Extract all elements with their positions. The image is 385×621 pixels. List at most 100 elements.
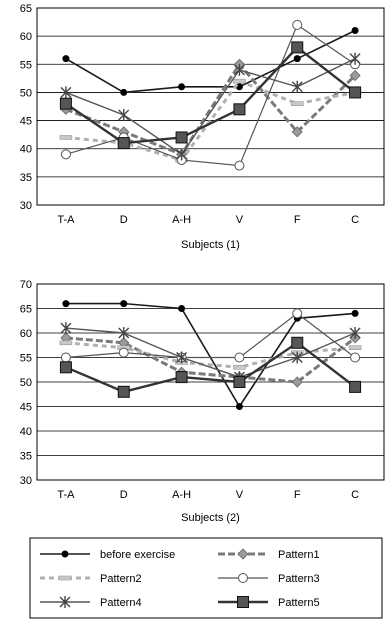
y-tick-label: 65: [20, 304, 32, 316]
data-point: [348, 345, 362, 350]
series-line: [65, 79, 356, 162]
data-point: [233, 365, 246, 370]
data-point: [234, 160, 245, 171]
series-0: [62, 300, 359, 410]
x-tick-label: A-H: [172, 214, 191, 226]
legend-label: before exercise: [100, 549, 175, 561]
data-point: [291, 351, 303, 364]
data-point: [349, 69, 361, 82]
data-point: [291, 80, 303, 93]
x-axis-label: Subjects (1): [181, 239, 240, 251]
y-tick-label: 30: [20, 200, 32, 212]
y-tick-label: 35: [20, 451, 32, 463]
series-4: [60, 52, 361, 161]
data-point: [178, 83, 186, 91]
series-line: [65, 341, 356, 394]
y-tick-label: 40: [20, 144, 32, 156]
data-point: [233, 103, 246, 116]
x-tick-label: A-H: [172, 489, 191, 501]
y-tick-label: 55: [20, 59, 32, 71]
legend-entry: Pattern5: [218, 596, 320, 609]
legend: before exercise Pattern1 Pattern2 Pattern3 P…: [29, 537, 383, 619]
x-tick-label: C: [351, 214, 359, 226]
series-line: [65, 336, 356, 384]
data-point: [59, 135, 73, 140]
data-point: [350, 352, 361, 363]
legend-entry: before exercise: [40, 549, 175, 561]
data-point: [60, 86, 72, 99]
x-tick-label: V: [236, 214, 244, 226]
y-tick-label: 50: [20, 377, 32, 389]
data-point: [351, 309, 359, 317]
data-point: [349, 380, 362, 393]
x-tick-label: C: [351, 489, 359, 501]
series-5: [59, 41, 362, 150]
chart-subjects-2: 30 35 40 45 50 55 60 65 70 T-A D A-H V F C Subjects (2): [20, 279, 385, 524]
data-point: [60, 149, 71, 160]
legend-label: Pattern5: [278, 597, 320, 609]
series-line: [65, 312, 356, 359]
series-line: [65, 327, 356, 378]
y-tick-label: 60: [20, 328, 32, 340]
series-2: [59, 340, 362, 370]
data-point: [118, 108, 130, 121]
legend-label: Pattern4: [100, 597, 142, 609]
data-point: [233, 78, 246, 84]
data-point: [178, 305, 186, 312]
legend-label: Pattern2: [100, 573, 142, 585]
y-tick-label: 65: [20, 3, 32, 15]
x-tick-label: T-A: [57, 489, 75, 501]
legend-frame: [29, 537, 383, 619]
y-tick-label: 40: [20, 426, 32, 438]
series-5: [59, 336, 362, 398]
plot-area: [36, 7, 385, 206]
chart-subjects-1: 30 35 40 45 50 55 60 65 T-A D A-H V F C Subjects (1): [20, 3, 385, 251]
data-point: [291, 41, 304, 54]
data-point: [118, 327, 130, 339]
data-point: [349, 327, 361, 339]
data-point: [292, 19, 303, 30]
legend-label: Pattern3: [278, 573, 320, 585]
legend-entry: Pattern4: [40, 596, 142, 609]
data-point: [234, 352, 245, 363]
data-point: [233, 376, 246, 388]
legend-marker: [238, 573, 248, 583]
y-tick-label: 70: [20, 279, 32, 291]
data-point: [290, 101, 304, 106]
series-4: [60, 322, 361, 384]
data-point: [117, 385, 130, 398]
legend-marker: [237, 548, 249, 560]
data-point: [59, 340, 73, 346]
legend-marker: [237, 596, 249, 608]
x-tick-label: F: [294, 214, 301, 226]
x-tick-label: D: [120, 489, 128, 501]
series-3: [60, 19, 361, 171]
y-tick-label: 30: [20, 475, 32, 487]
data-point: [59, 361, 72, 374]
series-3: [60, 308, 361, 363]
legend-entry: Pattern2: [40, 573, 142, 585]
x-tick-label: F: [294, 489, 301, 501]
x-tick-label: D: [120, 214, 128, 226]
series-1: [60, 58, 361, 160]
series-line: [65, 45, 356, 145]
x-tick-label: V: [236, 489, 244, 501]
data-point: [60, 352, 71, 363]
series-line: [65, 58, 356, 156]
legend-marker: [61, 550, 69, 558]
y-tick-label: 45: [20, 402, 32, 414]
data-point: [291, 376, 303, 388]
y-tick-label: 50: [20, 87, 32, 99]
data-point: [175, 131, 188, 144]
series-line: [65, 23, 356, 167]
y-tick-label: 45: [20, 116, 32, 128]
data-point: [62, 300, 70, 308]
data-point: [176, 351, 188, 364]
y-tick-label: 35: [20, 172, 32, 184]
data-point: [60, 322, 72, 335]
series-line: [65, 341, 356, 369]
x-axis-label: Subjects (2): [181, 512, 240, 524]
data-point: [235, 403, 243, 410]
legend-marker: [59, 596, 71, 608]
